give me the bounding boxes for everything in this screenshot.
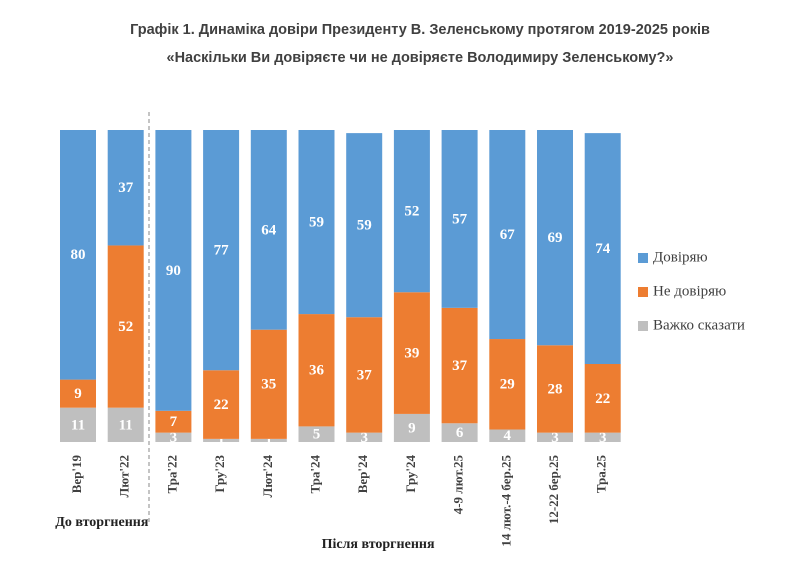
bar-segment — [298, 426, 335, 442]
value-label: 37 — [452, 358, 468, 374]
value-label: 3 — [599, 430, 607, 446]
chart-title: Графік 1. Динаміка довіри Президенту В. … — [130, 22, 710, 38]
group-label: До вторгнення — [55, 515, 149, 530]
bar-segment — [250, 130, 287, 330]
x-tick-label: Гру'24 — [403, 455, 418, 493]
value-label: 59 — [357, 218, 372, 234]
value-label: 9 — [408, 420, 416, 436]
bar-segment — [441, 130, 478, 308]
bar-segment — [60, 130, 96, 380]
x-tick-label: 4-9 лют.25 — [451, 455, 466, 515]
bar-segment — [203, 370, 240, 439]
legend-label: Не довіряю — [653, 283, 726, 299]
value-label: 22 — [595, 391, 610, 407]
bar-segment — [393, 292, 430, 414]
value-label: 35 — [261, 377, 276, 393]
x-tick-label: Вер'19 — [69, 455, 84, 494]
bar-segment — [346, 317, 383, 433]
x-tick-label: Лют'22 — [117, 455, 132, 497]
bar-segment — [393, 413, 430, 442]
x-tick-label: 14 лют.-4 бер.25 — [498, 455, 513, 547]
value-label: 80 — [71, 247, 86, 263]
value-label: 74 — [595, 241, 611, 257]
bar-segment — [537, 345, 573, 433]
bar-segment — [107, 245, 144, 408]
legend-swatch — [638, 253, 648, 263]
value-label: 9 — [74, 386, 82, 402]
bar-segment — [584, 133, 621, 364]
bar-segment — [298, 314, 335, 427]
chart-subtitle: «Наскільки Ви довіряєте чи не довіряєте … — [167, 50, 674, 66]
value-label: 39 — [404, 346, 419, 362]
value-label: 64 — [261, 222, 277, 238]
bar-segment — [155, 130, 192, 411]
value-label: 37 — [357, 367, 373, 383]
x-tick-label: Гру'23 — [212, 455, 227, 493]
bar-segment — [584, 364, 621, 433]
value-label: 22 — [214, 397, 229, 413]
x-tick-label: Тра'22 — [164, 455, 179, 494]
value-label: 67 — [500, 227, 516, 243]
bar-segment — [584, 432, 621, 442]
value-label: 77 — [214, 243, 230, 259]
bar-segment — [203, 130, 240, 371]
bar-segment — [107, 407, 144, 442]
bar-segment — [203, 438, 240, 442]
bar-segment — [393, 130, 430, 293]
value-label: 5 — [313, 427, 321, 443]
bar-segment — [489, 339, 526, 430]
legend-swatch — [638, 287, 648, 297]
value-label: 52 — [118, 319, 133, 335]
bar-segment — [346, 432, 383, 442]
bar-segment — [489, 429, 526, 442]
legend-swatch — [638, 321, 648, 331]
bar-segment — [537, 130, 573, 346]
bar-segment — [441, 307, 478, 424]
value-label: 11 — [119, 417, 133, 433]
value-label: 4 — [504, 428, 512, 444]
bar-segment — [60, 379, 96, 408]
value-label: 7 — [170, 414, 178, 430]
group-label: Після вторгнення — [321, 537, 435, 552]
bar-segment — [155, 410, 192, 433]
value-label: 69 — [548, 230, 563, 246]
value-label: 36 — [309, 363, 325, 379]
x-tick-label: Тра'24 — [307, 455, 322, 494]
x-tick-label: Тра.25 — [594, 455, 609, 494]
value-label: 28 — [548, 381, 563, 397]
value-label: 57 — [452, 211, 468, 227]
legend-label: Важко сказати — [653, 317, 745, 333]
value-label: 11 — [71, 417, 85, 433]
x-tick-label: Лют'24 — [260, 455, 275, 498]
bar-segment — [107, 130, 144, 246]
value-label: 6 — [456, 425, 464, 441]
bar-segment — [60, 407, 96, 442]
bar-segment — [155, 432, 192, 442]
bar-segment — [250, 438, 287, 442]
bar-segment — [250, 329, 287, 439]
bar-segment — [298, 130, 335, 315]
value-label: 3 — [170, 430, 178, 446]
value-label: 90 — [166, 263, 181, 279]
x-tick-label: 12-22 бер.25 — [546, 455, 561, 525]
bar-segment — [537, 432, 573, 442]
bar-segment — [441, 423, 478, 442]
value-label: 37 — [118, 180, 134, 196]
value-label: 3 — [360, 430, 368, 446]
bar-segment — [346, 133, 383, 318]
value-label: 1 — [265, 433, 273, 449]
value-label: 59 — [309, 214, 324, 230]
legend-label: Довіряю — [653, 249, 708, 265]
value-label: 29 — [500, 377, 515, 393]
x-tick-label: Вер'24 — [355, 455, 370, 494]
value-label: 3 — [551, 430, 559, 446]
bar-segment — [489, 130, 526, 340]
value-label: 1 — [217, 433, 225, 449]
value-label: 52 — [404, 204, 419, 220]
